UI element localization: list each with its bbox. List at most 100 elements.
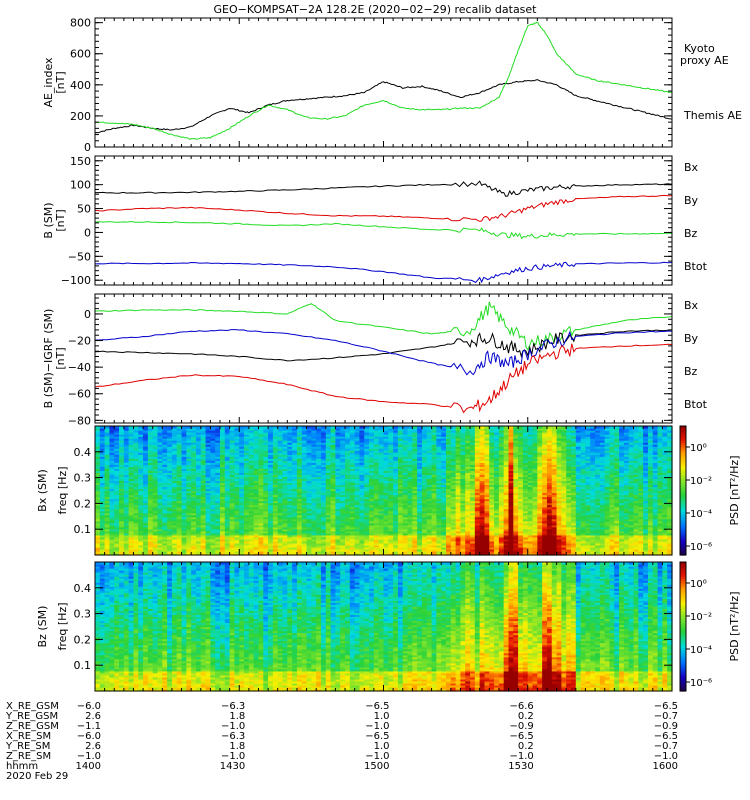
bx_spec-cell	[320, 488, 327, 492]
bx_spec-cell	[296, 474, 303, 477]
bx_spec-cell	[171, 452, 178, 455]
bx_spec-cell	[325, 528, 332, 532]
bx_spec-cell	[282, 530, 288, 534]
bx_spec-cell	[181, 482, 187, 486]
bx_spec-cell	[383, 540, 389, 544]
bx_spec-cell	[320, 458, 327, 461]
bx_spec-cell	[157, 464, 163, 467]
bx_spec-cell	[301, 430, 308, 433]
bx_spec-cell	[171, 480, 178, 484]
bx_spec-cell	[349, 498, 356, 502]
bx_spec-cell	[263, 462, 269, 465]
ae-series-kyoto-proxy-ae	[94, 21, 673, 140]
bx_spec-cell	[239, 512, 245, 516]
bx_spec-cell	[397, 440, 404, 443]
bx_spec-cell	[104, 532, 111, 536]
bx_spec-cell	[383, 508, 389, 512]
bx_spec-cell	[220, 510, 226, 514]
bx_spec-cell	[373, 500, 380, 504]
bx_spec-cell	[345, 474, 351, 477]
bx_spec-cell	[407, 426, 413, 429]
bx_spec-cell	[244, 530, 250, 534]
bx_spec-cell	[282, 458, 288, 461]
bx_spec-cell	[277, 494, 284, 498]
bx_spec-cell	[417, 528, 423, 532]
bx_spec-cell	[143, 426, 149, 429]
bx_spec-cell	[138, 546, 144, 550]
bx_spec-cell	[263, 544, 269, 548]
bx_spec-cell	[234, 524, 240, 528]
bx_spec-cell	[205, 470, 211, 473]
bx_spec-cell	[268, 458, 274, 461]
bx_spec-cell	[378, 450, 385, 453]
bx_spec-cell	[234, 482, 240, 486]
bx_spec-cell	[340, 482, 346, 486]
bx_spec-cell	[268, 476, 274, 480]
bx_spec-cell	[320, 528, 327, 532]
bx_spec-cell	[263, 456, 269, 459]
bx_spec-cell	[210, 480, 216, 484]
bx_spec-cell	[373, 496, 380, 500]
bx_spec-cell	[373, 552, 380, 556]
bx_spec-cell	[373, 528, 380, 532]
bx_spec-cell	[119, 446, 125, 449]
bx_spec-cell	[186, 516, 192, 520]
bx_spec-cell	[340, 516, 346, 520]
bx_spec-cell	[123, 470, 130, 473]
bx_spec-cell	[373, 504, 380, 508]
bx_spec-cell	[171, 548, 178, 552]
bx_spec-cell	[119, 506, 125, 510]
bx_spec-cell	[349, 460, 356, 463]
bx_spec-cell	[407, 552, 413, 556]
bx_spec-cell	[205, 508, 211, 512]
bx_spec-cell	[215, 520, 221, 524]
bx_spec-cell	[171, 462, 178, 465]
bx_spec-cell	[417, 504, 423, 508]
bx_spec-cell	[138, 536, 144, 540]
bx_spec-cell	[248, 494, 255, 498]
bx_spec-cell	[296, 452, 303, 455]
bx_spec-cell	[210, 528, 216, 532]
bx_spec-cell	[143, 464, 149, 467]
bx_spec-cell	[359, 448, 365, 451]
bx_spec-cell	[388, 512, 394, 516]
bx_spec-cell	[138, 530, 144, 534]
bx_spec-cell	[147, 458, 154, 461]
bx_spec-cell	[138, 442, 144, 445]
bx_spec-cell	[407, 434, 413, 437]
bx_spec-cell	[417, 448, 423, 451]
bx_spec-cell	[224, 502, 231, 506]
bx_spec-cell	[311, 524, 317, 528]
bx_spec-cell	[143, 544, 149, 548]
bx_spec-cell	[263, 478, 269, 482]
bx_spec-cell	[234, 516, 240, 520]
bx_spec-cell	[316, 428, 322, 431]
bx_spec-cell	[364, 544, 370, 548]
bx_spec-cell	[325, 454, 332, 457]
bx_spec-cell	[239, 492, 245, 496]
bx_spec-cell	[417, 460, 423, 463]
bx_spec-cell	[147, 462, 154, 465]
bx_spec-cell	[268, 540, 274, 544]
bx_spec-cell	[181, 492, 187, 496]
bx_spec-cell	[114, 488, 120, 492]
bx_spec-cell	[157, 510, 163, 514]
bx_spec-cell	[200, 490, 207, 494]
bx_spec-cell	[369, 520, 375, 524]
bx_spec-cell	[229, 536, 236, 540]
bx_spec-cell	[176, 518, 183, 522]
bx_spec-cell	[109, 494, 115, 498]
bx_spec-cell	[359, 526, 365, 530]
bx_spec-cell	[220, 490, 226, 494]
bx_spec-cell	[287, 432, 293, 435]
bx_spec-cell	[119, 440, 125, 443]
bx_spec-cell	[239, 436, 245, 439]
bsm-ylabel: [nT]	[54, 209, 67, 231]
bx_spec-cell	[234, 446, 240, 449]
bx_spec-cell	[330, 552, 337, 556]
bx_spec-cell	[258, 468, 264, 471]
bx_spec-cell	[157, 488, 163, 492]
bx_spec-cell	[311, 544, 317, 548]
bx_spec-cell	[383, 506, 389, 510]
bx_spec-cell	[195, 490, 202, 494]
